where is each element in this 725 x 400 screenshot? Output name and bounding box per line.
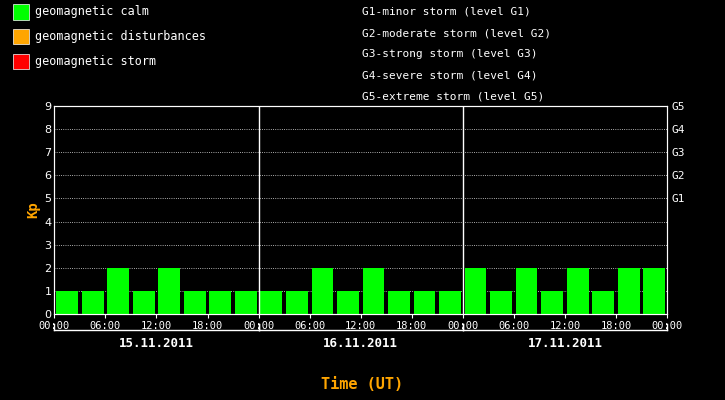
Y-axis label: Kp: Kp <box>26 202 41 218</box>
Bar <box>57 291 78 314</box>
Text: Time (UT): Time (UT) <box>321 377 404 392</box>
Bar <box>542 291 563 314</box>
Bar <box>235 291 257 314</box>
Bar <box>643 268 665 314</box>
Bar <box>465 268 486 314</box>
Bar <box>260 291 282 314</box>
Bar <box>618 268 639 314</box>
Bar <box>158 268 180 314</box>
Text: 16.11.2011: 16.11.2011 <box>323 337 398 350</box>
Bar <box>362 268 384 314</box>
Bar <box>184 291 206 314</box>
Bar <box>439 291 461 314</box>
Bar <box>414 291 435 314</box>
Bar <box>82 291 104 314</box>
Bar <box>107 268 129 314</box>
Bar <box>592 291 614 314</box>
Text: 17.11.2011: 17.11.2011 <box>527 337 602 350</box>
Text: G2-moderate storm (level G2): G2-moderate storm (level G2) <box>362 28 552 38</box>
Bar <box>388 291 410 314</box>
Text: 15.11.2011: 15.11.2011 <box>119 337 194 350</box>
Text: G1-minor storm (level G1): G1-minor storm (level G1) <box>362 7 531 17</box>
Bar <box>567 268 589 314</box>
Text: G5-extreme storm (level G5): G5-extreme storm (level G5) <box>362 92 544 102</box>
Bar <box>515 268 537 314</box>
Text: G4-severe storm (level G4): G4-severe storm (level G4) <box>362 70 538 81</box>
Bar <box>490 291 512 314</box>
Bar <box>286 291 307 314</box>
Text: geomagnetic disturbances: geomagnetic disturbances <box>35 30 206 43</box>
Bar <box>133 291 154 314</box>
Text: geomagnetic storm: geomagnetic storm <box>35 55 156 68</box>
Text: geomagnetic calm: geomagnetic calm <box>35 6 149 18</box>
Bar <box>210 291 231 314</box>
Text: G3-strong storm (level G3): G3-strong storm (level G3) <box>362 49 538 59</box>
Bar <box>337 291 359 314</box>
Bar <box>312 268 334 314</box>
